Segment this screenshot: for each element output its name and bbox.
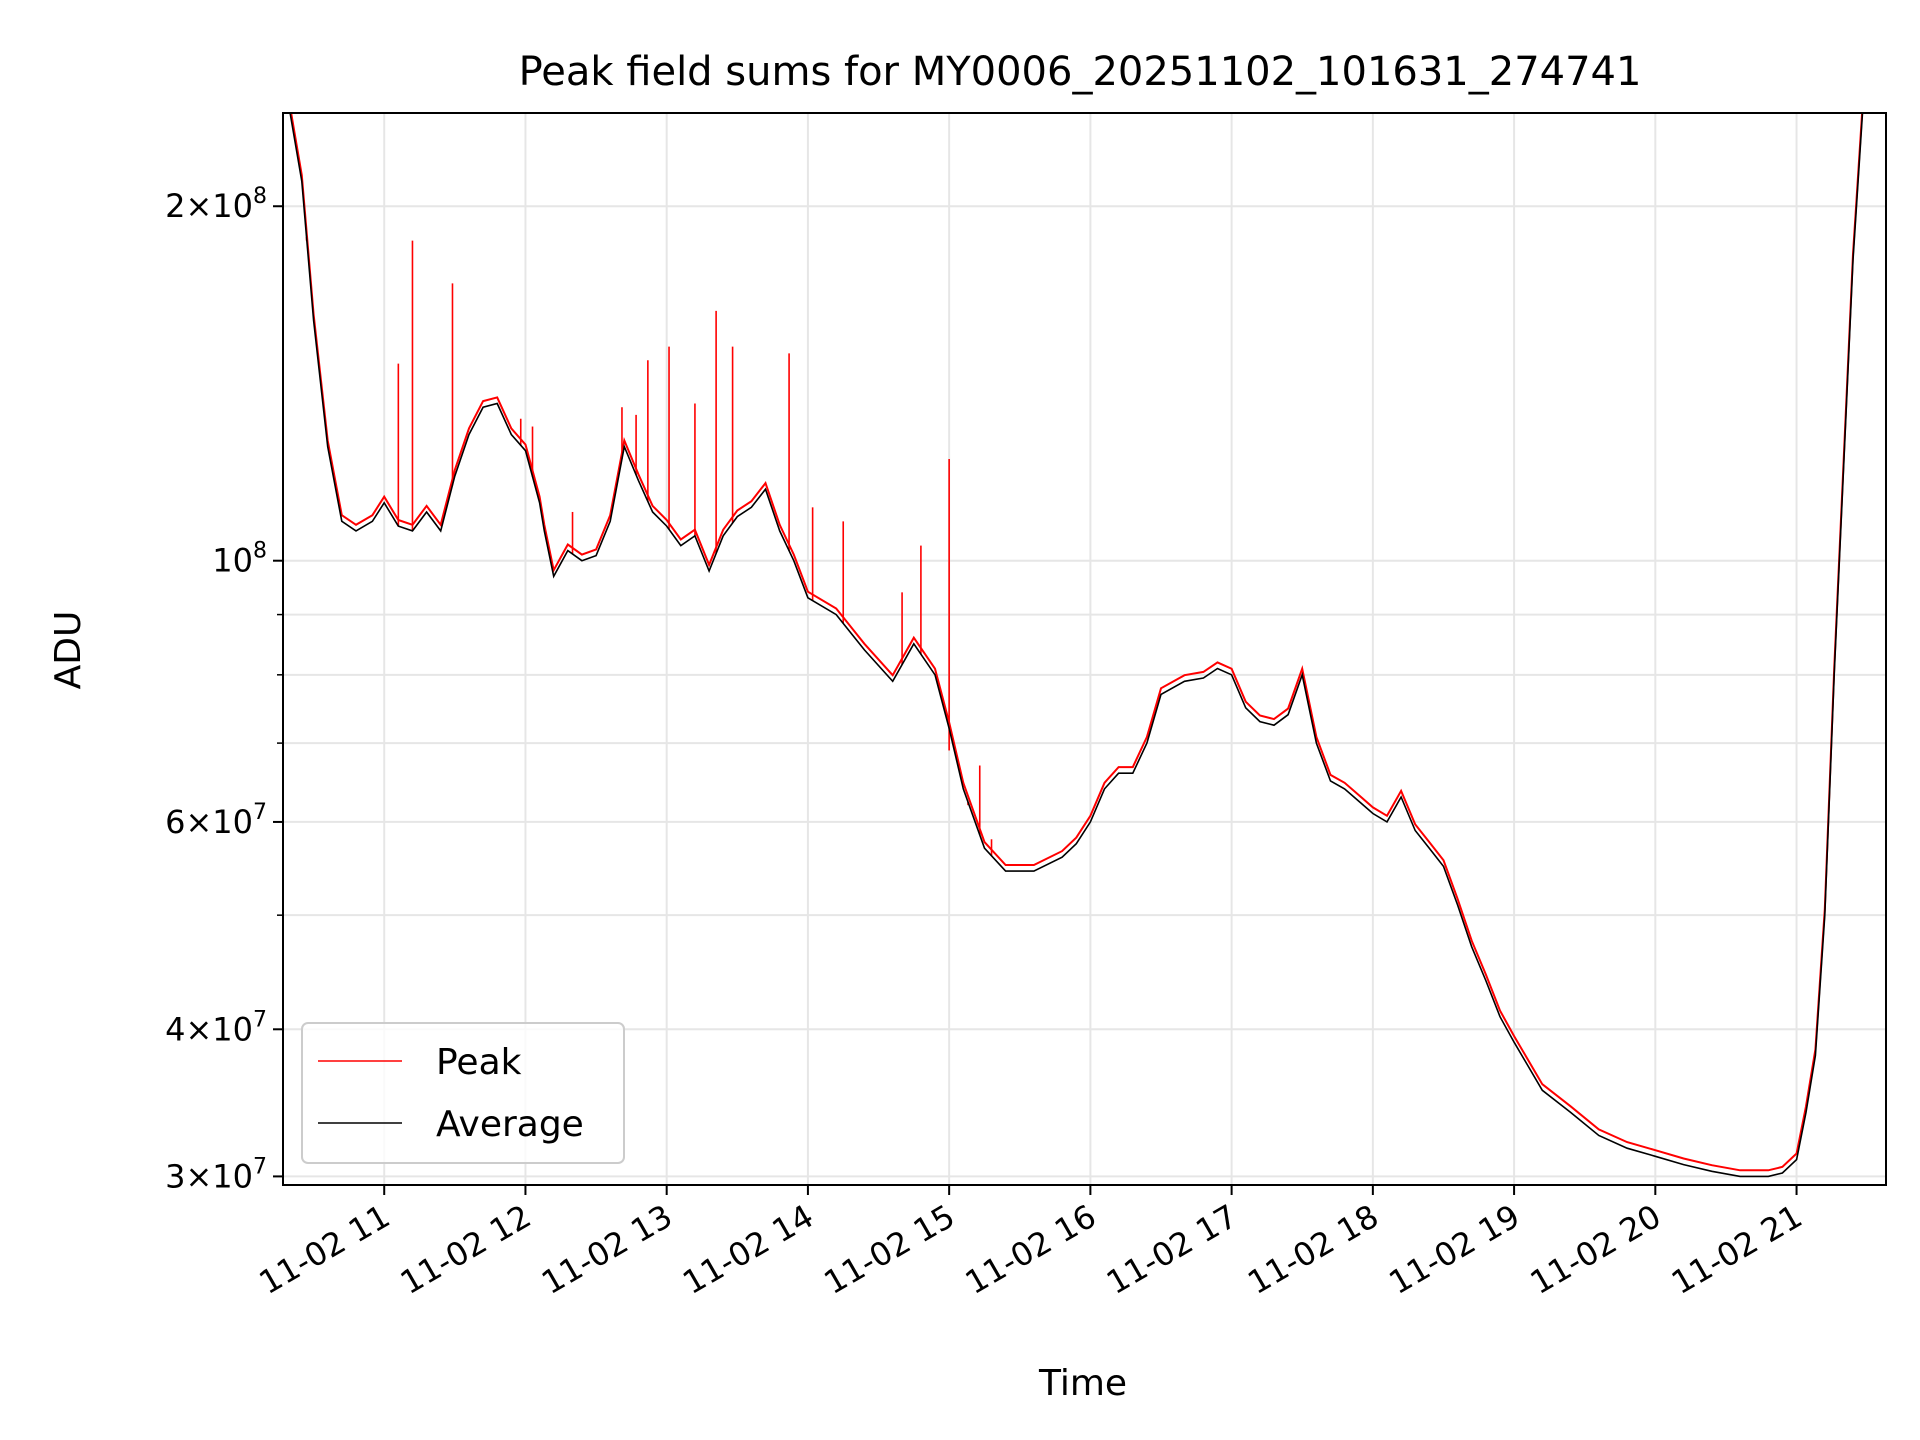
y-tick-label: 6×107 <box>165 800 267 841</box>
y-axis-label: ADU <box>48 611 89 690</box>
average-series-line <box>289 113 1879 1178</box>
y-tick-label: 3×107 <box>165 1154 267 1195</box>
series-layer <box>289 113 1879 1178</box>
plot-frame <box>282 112 1887 1186</box>
peak-series-line <box>290 113 1864 1172</box>
y-tick-label: 4×107 <box>165 1007 267 1048</box>
legend-label: Average <box>436 1104 584 1145</box>
y-tick-label: 108 <box>212 539 267 580</box>
x-axis-label: Time <box>1038 1363 1127 1404</box>
y-axis: 3×107 4×107 6×107 108 2×108 <box>165 184 283 1195</box>
legend-label: Peak <box>436 1042 522 1083</box>
y-tick-label: 2×108 <box>165 184 267 225</box>
legend-box <box>301 1022 625 1164</box>
legend: Peak Average <box>301 1022 625 1164</box>
grid <box>283 113 1886 1185</box>
chart-title: Peak field sums for MY0006_20251102_1016… <box>519 49 1642 95</box>
